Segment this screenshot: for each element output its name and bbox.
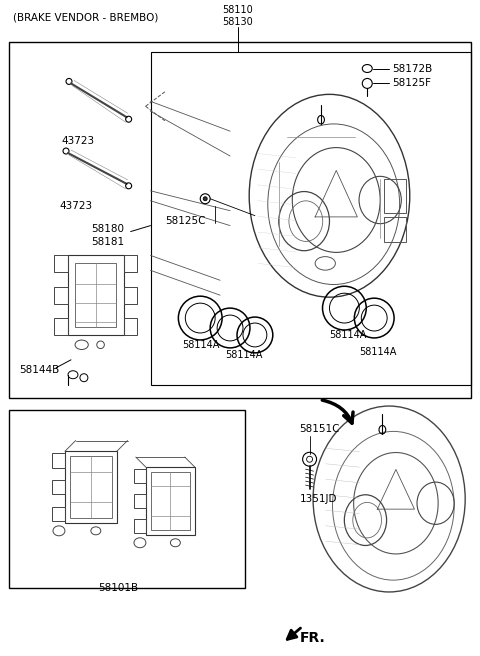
Bar bbox=[151, 52, 471, 384]
Text: 58130: 58130 bbox=[223, 17, 253, 27]
Bar bbox=[151, 472, 190, 530]
Bar bbox=[65, 451, 117, 523]
Bar bbox=[9, 409, 245, 588]
Bar bbox=[134, 520, 146, 533]
Text: 58125C: 58125C bbox=[166, 216, 206, 226]
Text: 58172B: 58172B bbox=[392, 64, 432, 73]
Bar bbox=[134, 494, 146, 508]
Bar bbox=[124, 255, 137, 272]
Text: 58114A: 58114A bbox=[360, 347, 396, 357]
Bar bbox=[68, 255, 124, 335]
Text: 58101B: 58101B bbox=[99, 583, 139, 594]
Bar bbox=[54, 255, 68, 272]
Text: 58110: 58110 bbox=[223, 5, 253, 15]
Bar bbox=[384, 179, 406, 213]
Bar bbox=[54, 287, 68, 304]
Ellipse shape bbox=[203, 197, 207, 201]
Bar bbox=[52, 506, 65, 521]
Text: (BRAKE VENDOR - BREMBO): (BRAKE VENDOR - BREMBO) bbox=[13, 13, 159, 23]
Text: 58144B: 58144B bbox=[19, 365, 60, 375]
Bar bbox=[70, 457, 112, 518]
Text: 58114A: 58114A bbox=[182, 340, 220, 350]
Bar bbox=[54, 318, 68, 335]
Text: FR.: FR. bbox=[300, 631, 325, 646]
Bar bbox=[124, 318, 137, 335]
Text: 58114A: 58114A bbox=[329, 330, 367, 340]
Text: 58114A: 58114A bbox=[225, 350, 263, 360]
Text: 1351JD: 1351JD bbox=[300, 494, 337, 504]
Text: 58180: 58180 bbox=[91, 224, 124, 234]
Text: 43723: 43723 bbox=[61, 136, 94, 146]
Bar bbox=[52, 453, 65, 468]
Bar bbox=[124, 287, 137, 304]
Bar bbox=[52, 480, 65, 494]
Bar bbox=[134, 469, 146, 483]
Text: 43723: 43723 bbox=[59, 201, 92, 211]
Text: 58181: 58181 bbox=[91, 237, 124, 247]
Text: 58151C: 58151C bbox=[300, 424, 340, 434]
Bar bbox=[146, 467, 195, 535]
Bar bbox=[75, 263, 116, 327]
Bar bbox=[384, 217, 406, 242]
Bar bbox=[9, 42, 471, 398]
Text: 58125F: 58125F bbox=[392, 79, 431, 89]
